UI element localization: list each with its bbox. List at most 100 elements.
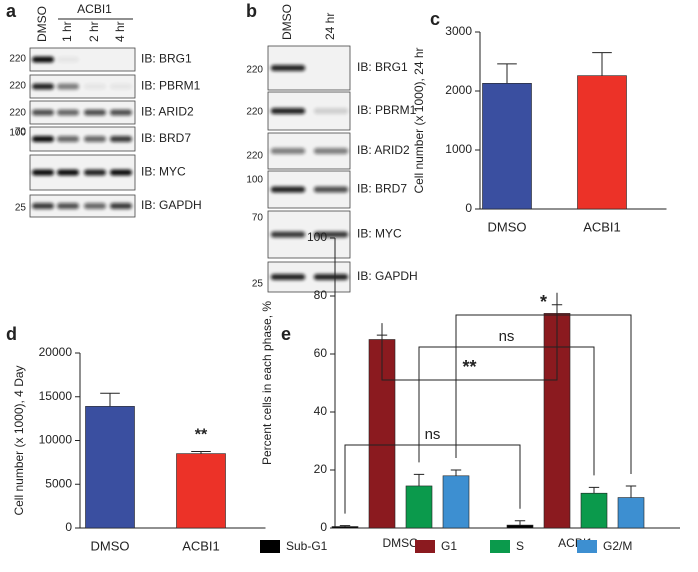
blot-band bbox=[313, 186, 349, 193]
blot-label: IB: GAPDH bbox=[357, 269, 418, 283]
blot-band bbox=[109, 109, 133, 116]
bar bbox=[580, 492, 608, 529]
lane-label: 4 hr bbox=[113, 21, 127, 42]
bar bbox=[176, 453, 226, 529]
blot-label: IB: BRD7 bbox=[357, 182, 407, 196]
legend-label: S bbox=[516, 539, 524, 553]
blot-band bbox=[56, 169, 80, 176]
blot-band bbox=[109, 169, 133, 176]
x-tick-label: DMSO bbox=[91, 538, 130, 553]
y-tick-label: 0 bbox=[465, 201, 472, 215]
legend-swatch bbox=[577, 540, 597, 553]
mw-marker: 220 bbox=[9, 81, 26, 92]
blot-label: IB: BRD7 bbox=[141, 131, 191, 145]
bar bbox=[405, 485, 433, 529]
blot-label: IB: PBRM1 bbox=[357, 103, 417, 117]
blot-band bbox=[56, 136, 80, 142]
blot-band bbox=[313, 274, 349, 280]
blot-band bbox=[83, 83, 107, 90]
blot-box bbox=[29, 194, 136, 218]
mw-marker: 220 bbox=[9, 108, 26, 119]
blot-label: IB: GAPDH bbox=[141, 198, 202, 212]
mw-marker: 25 bbox=[15, 203, 27, 214]
blot-band bbox=[31, 203, 55, 209]
blot-band bbox=[83, 203, 107, 209]
mw-marker: 100 bbox=[246, 175, 263, 186]
legend-swatch bbox=[490, 540, 510, 553]
blot-label: IB: MYC bbox=[141, 165, 186, 179]
blot-band bbox=[270, 231, 306, 238]
lane-label: 24 hr bbox=[323, 13, 337, 40]
blot-band bbox=[31, 136, 55, 142]
error-bar bbox=[588, 486, 600, 494]
mw-marker: 25 bbox=[252, 279, 264, 290]
legend-swatch bbox=[260, 540, 280, 553]
y-tick-label: 2000 bbox=[445, 83, 472, 97]
blot-label: IB: MYC bbox=[357, 227, 402, 241]
error-bar bbox=[514, 520, 526, 526]
blot-band bbox=[56, 56, 80, 63]
blot-box bbox=[29, 100, 136, 125]
error-bar bbox=[413, 473, 425, 486]
blot-band bbox=[56, 109, 80, 116]
blot-band bbox=[270, 186, 306, 193]
significance: ** bbox=[462, 357, 476, 377]
blot-band bbox=[313, 231, 349, 238]
blot-label: IB: PBRM1 bbox=[141, 79, 201, 93]
blot-band bbox=[109, 203, 133, 209]
error-bar bbox=[191, 450, 211, 454]
error-bar bbox=[450, 469, 462, 476]
x-tick-label: DMSO bbox=[488, 219, 527, 234]
y-tick-label: 3000 bbox=[445, 24, 472, 38]
y-tick-label: 0 bbox=[320, 520, 327, 534]
x-tick-label: DMSO bbox=[383, 536, 419, 550]
error-bar bbox=[497, 63, 517, 84]
y-tick-label: 100 bbox=[307, 230, 327, 244]
y-tick-label: 10000 bbox=[39, 433, 73, 447]
y-tick-label: 0 bbox=[65, 520, 72, 534]
error-bar bbox=[592, 52, 612, 76]
error-bar bbox=[339, 525, 351, 527]
y-axis-label: Percent cells in each phase, % bbox=[260, 301, 274, 465]
blot-band bbox=[31, 109, 55, 116]
legend-label: G1 bbox=[441, 539, 457, 553]
blot-band bbox=[109, 136, 133, 142]
mw-marker: 220 bbox=[9, 54, 26, 65]
bar bbox=[482, 83, 532, 210]
legend-swatch bbox=[415, 540, 435, 553]
bar bbox=[331, 526, 359, 529]
blot-label: IB: BRG1 bbox=[141, 52, 192, 66]
y-tick-label: 80 bbox=[314, 288, 328, 302]
blot-band bbox=[313, 108, 349, 114]
y-axis-label: Cell number (x 1000), 24 hr bbox=[412, 47, 426, 193]
error-bar bbox=[100, 392, 120, 407]
panel-label: c bbox=[430, 9, 440, 29]
blot-band bbox=[270, 274, 306, 280]
significance: ns bbox=[425, 426, 441, 443]
panel-label: d bbox=[6, 324, 17, 344]
y-tick-label: 15000 bbox=[39, 389, 73, 403]
bar bbox=[617, 497, 645, 529]
mw-marker: 70 bbox=[252, 213, 264, 224]
significance-bracket bbox=[455, 314, 632, 474]
legend-label: Sub-G1 bbox=[286, 539, 328, 553]
mw-marker: 220 bbox=[246, 107, 263, 118]
blot-band bbox=[83, 169, 107, 176]
bar bbox=[85, 406, 135, 529]
significance: ** bbox=[195, 427, 208, 444]
x-tick-label: ACBI1 bbox=[182, 538, 220, 553]
mw-marker: 220 bbox=[246, 65, 263, 76]
panel-label: b bbox=[246, 1, 257, 21]
blot-label: IB: BRG1 bbox=[357, 60, 408, 74]
blot-band bbox=[270, 65, 306, 71]
blot-band bbox=[56, 83, 80, 90]
blot-band bbox=[270, 148, 306, 154]
blot-label: IB: ARID2 bbox=[357, 143, 410, 157]
lane-label: DMSO bbox=[35, 6, 49, 42]
blot-box bbox=[29, 74, 136, 99]
mw-marker: 220 bbox=[246, 151, 263, 162]
blot-band bbox=[270, 108, 306, 114]
x-tick-label: ACBI1 bbox=[583, 219, 621, 234]
significance-bracket bbox=[418, 346, 595, 476]
panel-label: e bbox=[281, 324, 291, 344]
